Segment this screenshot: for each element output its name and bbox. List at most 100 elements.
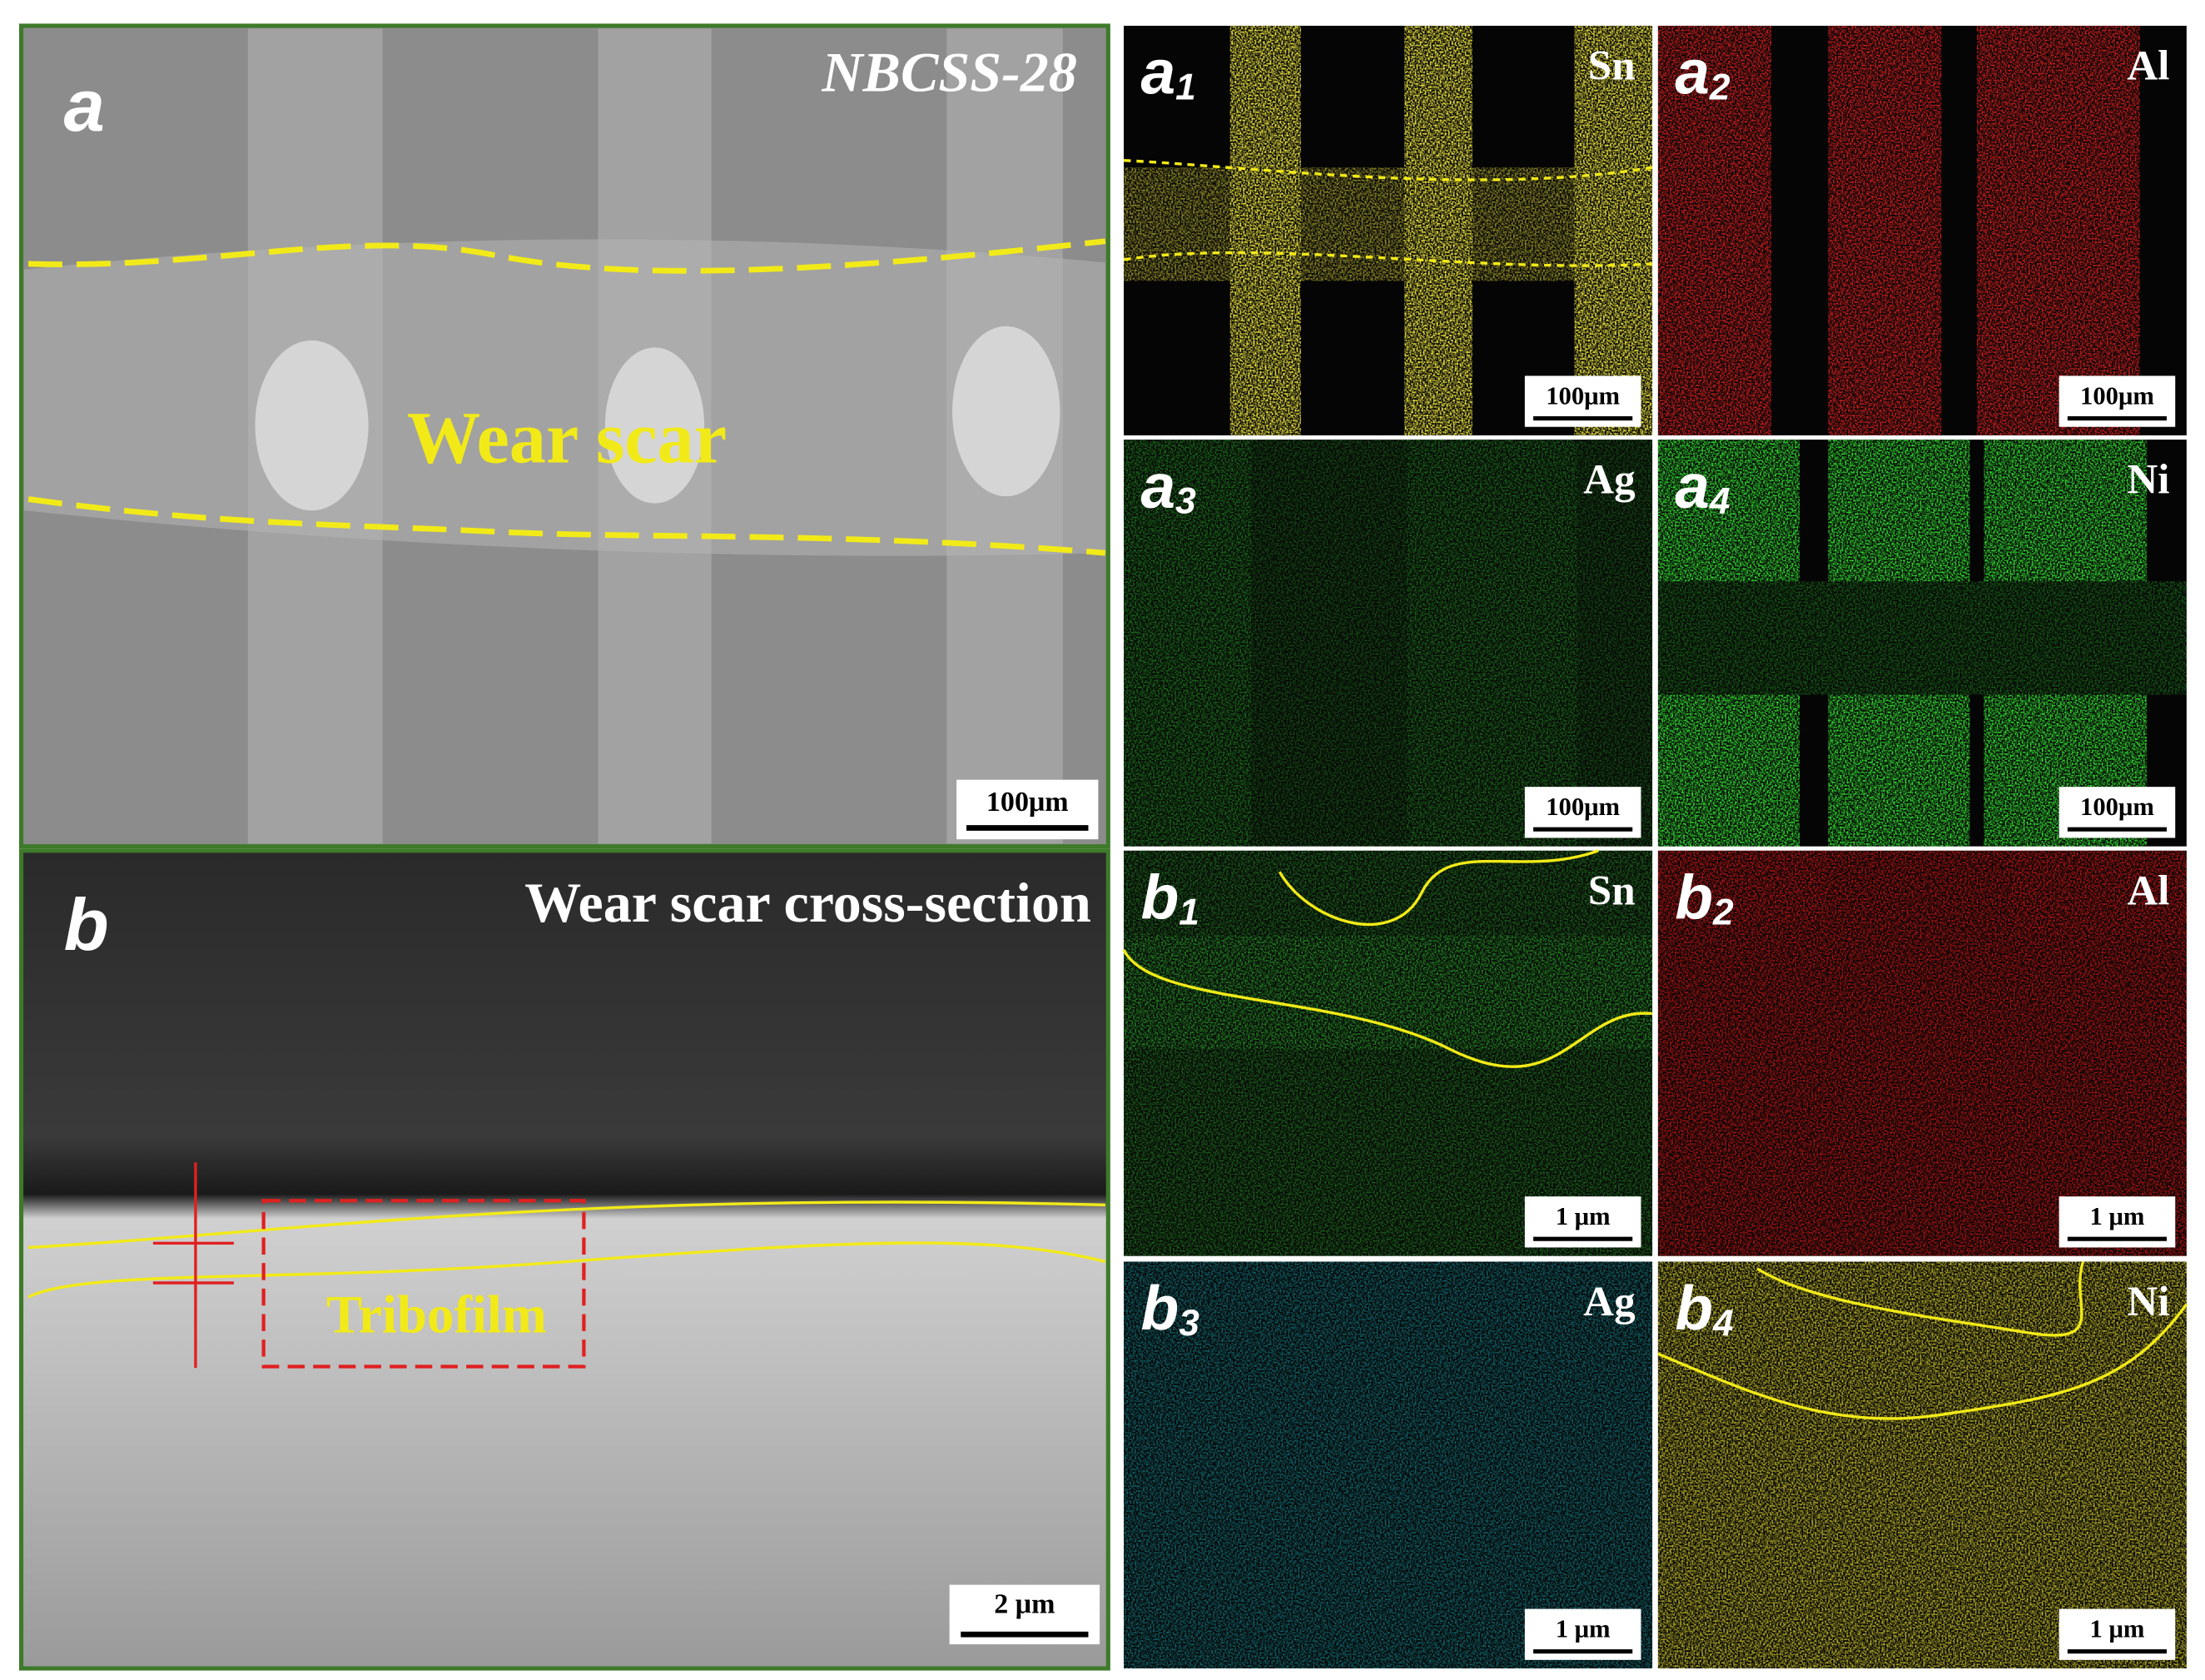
element-label: Ni (2127, 1278, 2169, 1325)
debris (255, 326, 1060, 511)
panel-index: 3 (1175, 481, 1196, 522)
boundary (27, 496, 1106, 556)
signal-region (1657, 581, 2187, 695)
scale-bar-label: 100μm (986, 787, 1069, 818)
element-signal (1657, 1261, 2187, 1669)
signal-region (1657, 1261, 2187, 1669)
signal-region (1828, 694, 1970, 847)
signal-region (1657, 440, 1800, 582)
panel-label: b4 (1675, 1273, 1733, 1344)
panel-letter: a (1675, 37, 1710, 107)
boundary (1122, 949, 1653, 1068)
panel-title: Wear scar cross-section (524, 871, 1091, 934)
signal-region (1976, 25, 2140, 435)
panel-label: a1 (1140, 37, 1195, 108)
signal-region (1657, 694, 1800, 847)
eds-map: b1 Sn 1 μm (1122, 849, 1653, 1256)
signal-region (1124, 935, 1653, 1050)
panel-label: b3 (1140, 1273, 1199, 1344)
boundary (27, 1200, 1105, 1250)
element-label: Ag (1583, 456, 1636, 504)
eds-map: a4 Ni 100μm (1657, 440, 2187, 847)
panel-label: b1 (1140, 862, 1199, 932)
eds-map: a1 Sn 100μm (1123, 25, 1653, 435)
element-signal (1124, 850, 1653, 1256)
panel-label: b2 (1675, 862, 1734, 932)
signal-region (1828, 25, 1942, 435)
boundary (1278, 849, 1599, 927)
element-signal (1657, 850, 2187, 1256)
signal-region (1124, 850, 1653, 1256)
signal-region (1407, 440, 1577, 847)
scale-bar-label: 100μm (2080, 793, 2154, 821)
element-signal (1124, 440, 1653, 847)
signal-region (1657, 25, 1772, 435)
panel-label: a2 (1675, 37, 1731, 108)
thickness-marker (152, 1162, 234, 1369)
boundary (27, 238, 1106, 274)
boundary (1657, 1303, 2188, 1420)
boundary (27, 1241, 1106, 1299)
eds-map: a3 Ag 100μm (1124, 440, 1653, 847)
element-label: Al (2127, 42, 2169, 90)
scale-bar-label: 1 μm (1556, 1202, 1611, 1230)
panel-letter: b (1675, 1273, 1713, 1343)
scale-bar-label: 100μm (1546, 381, 1620, 410)
scale-bar-label: 100μm (1546, 793, 1620, 821)
panel-letter: a (1140, 451, 1175, 521)
eds-map: a2 Al 100μm (1657, 25, 2187, 435)
scale-bar-label: 1 μm (1556, 1615, 1611, 1643)
signal-region (1657, 850, 1829, 922)
annotation: Tribofilm (326, 1285, 547, 1344)
panel-index: 1 (1179, 892, 1199, 932)
panel-label: a3 (1140, 451, 1196, 522)
tribofilm-box (261, 1199, 586, 1369)
element-signal (1124, 25, 1653, 435)
element-label: Ni (2127, 456, 2169, 504)
element-signal (1657, 25, 2140, 435)
panel-letter: a (1675, 451, 1710, 521)
boundary (1123, 251, 1653, 267)
panel-index: 1 (1175, 67, 1196, 107)
signal-region (1124, 1261, 1653, 1669)
panel-a: a NBCSS-28 Wear scar 100μm (18, 23, 1110, 849)
panel-index: 2 (1712, 892, 1734, 932)
panel-label: a4 (1675, 451, 1730, 522)
element-signal (1657, 440, 2187, 847)
panel-letter: b (1675, 862, 1713, 932)
element-label: Sn (1588, 42, 1636, 90)
element-label: Sn (1588, 867, 1636, 914)
panel-index: 2 (1709, 67, 1731, 107)
scale-bar-label: 1 μm (2090, 1615, 2145, 1643)
boundary (1756, 1260, 2085, 1337)
panel-index: 4 (1709, 481, 1731, 522)
boundary (1123, 158, 1653, 181)
scale-bar-label: 2 μm (994, 1589, 1055, 1620)
element-label: Ag (1583, 1278, 1636, 1325)
panel-letter: b (1140, 862, 1179, 932)
scale-bar-label: 100μm (2080, 381, 2154, 410)
panel-letter: a (1140, 37, 1175, 107)
signal-region (1984, 440, 2148, 582)
panel-label: a (64, 64, 105, 147)
eds-map: b2 Al 1 μm (1657, 850, 2187, 1256)
eds-map: b4 Ni 1 μm (1657, 1260, 2188, 1669)
signal-region (1124, 167, 1653, 281)
panel-b: b Wear scar cross-section Tribofilm 2 μm (18, 848, 1110, 1671)
scale-bar-label: 1 μm (2090, 1202, 2145, 1230)
panel-index: 4 (1712, 1303, 1734, 1344)
panel-index: 3 (1179, 1303, 1199, 1344)
panel-letter: b (1140, 1273, 1179, 1343)
annotation: Wear scar (407, 397, 727, 479)
element-signal (1124, 1261, 1653, 1669)
signal-region (2012, 850, 2187, 936)
signal-region (1828, 440, 1970, 582)
panel-title: NBCSS-28 (821, 40, 1076, 103)
sem-image (18, 848, 1110, 1671)
panel-label: b (64, 883, 109, 966)
signal-region (1124, 440, 1252, 847)
element-label: Al (2127, 867, 2169, 914)
